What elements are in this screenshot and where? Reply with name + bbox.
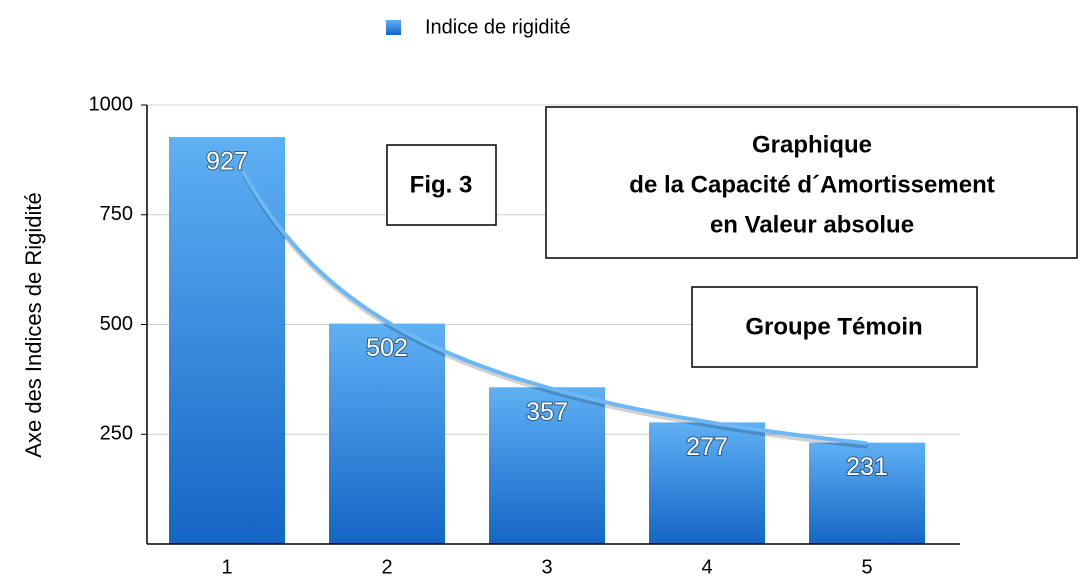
legend-label: Indice de rigidité xyxy=(425,16,571,38)
value-label: 502 xyxy=(366,334,408,362)
title-box xyxy=(545,106,1078,259)
y-axis-label: Axe des Indices de Rigidité xyxy=(21,192,46,457)
bar xyxy=(169,137,285,544)
x-tick-label: 2 xyxy=(381,556,392,578)
y-tick-label: 750 xyxy=(100,203,133,225)
legend-swatch xyxy=(386,20,401,35)
chart-title: de la Capacité d´Amortissement xyxy=(629,171,994,198)
fig-box xyxy=(386,144,497,226)
chart-title: en Valeur absolue xyxy=(710,211,914,238)
value-label: 231 xyxy=(846,453,888,481)
value-label: 357 xyxy=(526,398,568,426)
bar xyxy=(649,422,765,544)
x-tick-label: 1 xyxy=(221,556,232,578)
y-tick-label: 250 xyxy=(100,423,133,445)
value-label: 277 xyxy=(686,433,728,461)
annotation: Groupe Témoin xyxy=(745,313,922,340)
x-tick-label: 4 xyxy=(701,556,712,578)
chart-title: Graphique xyxy=(752,131,872,158)
y-tick-label: 500 xyxy=(100,313,133,335)
bar xyxy=(809,442,925,544)
x-tick-label: 3 xyxy=(541,556,552,578)
annotation: Fig. 3 xyxy=(410,171,473,198)
value-label: 927 xyxy=(206,148,248,176)
bar xyxy=(489,387,605,544)
trend-line xyxy=(241,170,868,446)
bar xyxy=(329,323,445,544)
group-box xyxy=(691,286,978,368)
y-tick-label: 1000 xyxy=(89,93,134,115)
x-tick-label: 5 xyxy=(861,556,872,578)
